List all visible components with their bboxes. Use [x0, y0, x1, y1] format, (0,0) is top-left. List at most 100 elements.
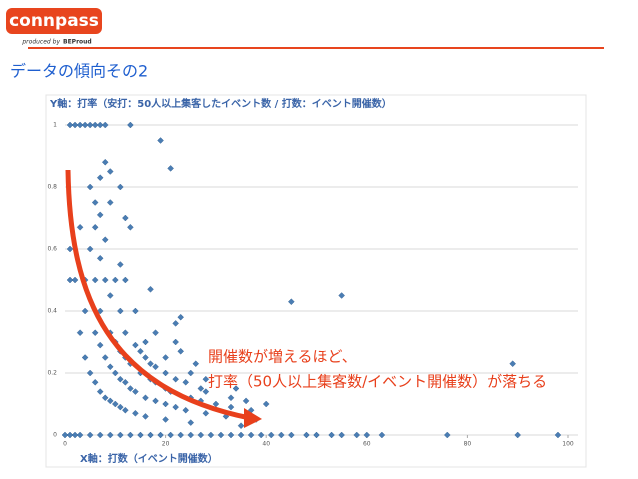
point: [167, 431, 174, 439]
point: [207, 431, 215, 439]
point: [112, 276, 119, 284]
point: [122, 276, 129, 284]
point: [257, 431, 265, 439]
point: [66, 121, 74, 129]
point: [227, 403, 235, 411]
point: [61, 431, 69, 439]
point: [247, 431, 255, 439]
point: [142, 354, 149, 361]
point: [122, 329, 129, 336]
point: [81, 307, 89, 315]
point: [76, 121, 84, 129]
point: [232, 385, 240, 392]
point: [172, 375, 179, 383]
point: [167, 165, 174, 172]
point: [509, 360, 516, 367]
plot-frame: [45, 94, 587, 468]
point: [101, 394, 109, 402]
point: [96, 211, 104, 219]
point: [187, 369, 195, 377]
point: [66, 245, 74, 253]
point: [71, 121, 79, 129]
point: [117, 403, 124, 411]
point: [86, 183, 94, 191]
point: [288, 431, 295, 439]
point: [106, 397, 114, 405]
point: [142, 394, 149, 402]
point: [378, 431, 386, 439]
x-axis-label: X軸：打数（イベント開催数）: [80, 452, 218, 465]
logo-brand: BEProud: [63, 39, 92, 46]
point: [338, 292, 345, 299]
y-tick-label: 0.2: [47, 370, 57, 377]
point: [278, 431, 285, 439]
point: [96, 388, 104, 395]
point: [112, 400, 119, 408]
point: [132, 410, 139, 417]
y-tick-label: 1: [53, 122, 57, 129]
point: [96, 431, 104, 439]
point: [91, 379, 99, 386]
point: [202, 388, 210, 395]
point: [112, 369, 119, 377]
point: [328, 431, 335, 439]
logo-sub: produced by: [21, 39, 60, 46]
x-tick-label: 60: [363, 441, 371, 448]
point: [117, 307, 124, 315]
logo-box: [6, 8, 102, 34]
point: [237, 431, 245, 439]
point: [177, 431, 184, 439]
point: [303, 431, 310, 439]
point: [177, 348, 184, 355]
point: [182, 379, 190, 386]
point: [101, 276, 109, 284]
point: [106, 431, 114, 439]
point: [106, 199, 114, 206]
point: [227, 394, 235, 402]
point: [66, 276, 74, 284]
point: [192, 360, 200, 367]
point: [106, 168, 114, 175]
point: [122, 379, 129, 386]
point: [147, 286, 154, 293]
point: [147, 360, 154, 367]
point: [86, 369, 94, 377]
point: [127, 224, 134, 231]
point: [132, 307, 139, 315]
arrow-head: [244, 408, 262, 428]
point: [152, 329, 159, 336]
point: [202, 410, 210, 417]
point: [96, 341, 104, 349]
point: [76, 329, 84, 336]
point: [137, 431, 144, 439]
logo: connpass: [9, 11, 99, 31]
point: [227, 431, 235, 439]
point: [117, 431, 124, 439]
point: [86, 245, 94, 253]
point: [172, 320, 179, 327]
y-axis-label: Y軸：打率（安打：50人以上集客したイベント数 / 打数：イベント開催数）: [49, 97, 392, 110]
point: [106, 363, 114, 371]
point: [147, 431, 154, 439]
point: [242, 397, 250, 405]
point: [91, 224, 99, 231]
point: [187, 419, 195, 426]
point: [197, 431, 205, 439]
point: [91, 276, 99, 284]
point: [172, 338, 179, 346]
point: [152, 397, 159, 405]
point: [162, 369, 169, 377]
point: [182, 406, 190, 414]
point: [162, 416, 169, 423]
point: [122, 406, 129, 414]
point: [353, 431, 361, 439]
point: [162, 400, 169, 408]
point: [91, 329, 99, 336]
point: [101, 158, 109, 166]
y-tick-label: 0.6: [47, 246, 57, 253]
point: [514, 431, 521, 439]
point: [96, 255, 104, 262]
point: [187, 431, 195, 439]
point: [86, 431, 94, 439]
